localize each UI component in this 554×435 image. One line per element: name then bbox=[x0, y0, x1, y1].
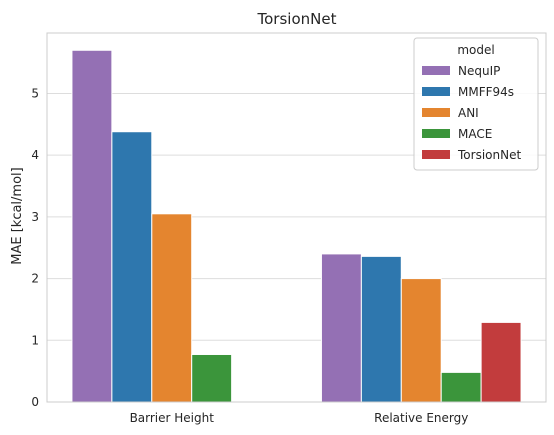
bar-torsionnet bbox=[480, 321, 522, 403]
legend-label: MACE bbox=[458, 127, 492, 141]
chart-title: TorsionNet bbox=[257, 10, 337, 28]
y-tick-label: 4 bbox=[31, 148, 39, 162]
bar-mace bbox=[440, 371, 482, 403]
bar-ani bbox=[400, 278, 442, 403]
bar-mmff94s bbox=[111, 131, 153, 403]
bar-nequip bbox=[320, 253, 362, 403]
legend-swatch-ani bbox=[422, 108, 450, 117]
bar-mace bbox=[191, 353, 233, 403]
x-tick-label: Barrier Height bbox=[130, 411, 215, 425]
bar-ani bbox=[151, 213, 193, 403]
legend-label: TorsionNet bbox=[457, 148, 521, 162]
legend-swatch-torsionnet bbox=[422, 150, 450, 159]
bar-mmff94s bbox=[360, 255, 402, 403]
y-axis-label: MAE [kcal/mol] bbox=[10, 167, 25, 264]
legend-swatch-nequip bbox=[422, 66, 450, 75]
legend-label: ANI bbox=[458, 106, 479, 120]
y-tick-label: 1 bbox=[31, 333, 39, 347]
y-tick-label: 2 bbox=[31, 272, 39, 286]
legend-label: MMFF94s bbox=[458, 85, 514, 99]
legend-swatch-mmff94s bbox=[422, 87, 450, 96]
y-tick-label: 3 bbox=[31, 210, 39, 224]
y-tick-label: 0 bbox=[31, 395, 39, 409]
x-tick-label: Relative Energy bbox=[374, 411, 468, 425]
legend-title: model bbox=[457, 43, 494, 57]
plot-frame bbox=[46, 32, 547, 403]
legend-label: NequIP bbox=[458, 64, 500, 78]
bar-nequip bbox=[71, 49, 113, 403]
legend-swatch-mace bbox=[422, 129, 450, 138]
y-tick-label: 5 bbox=[31, 86, 39, 100]
